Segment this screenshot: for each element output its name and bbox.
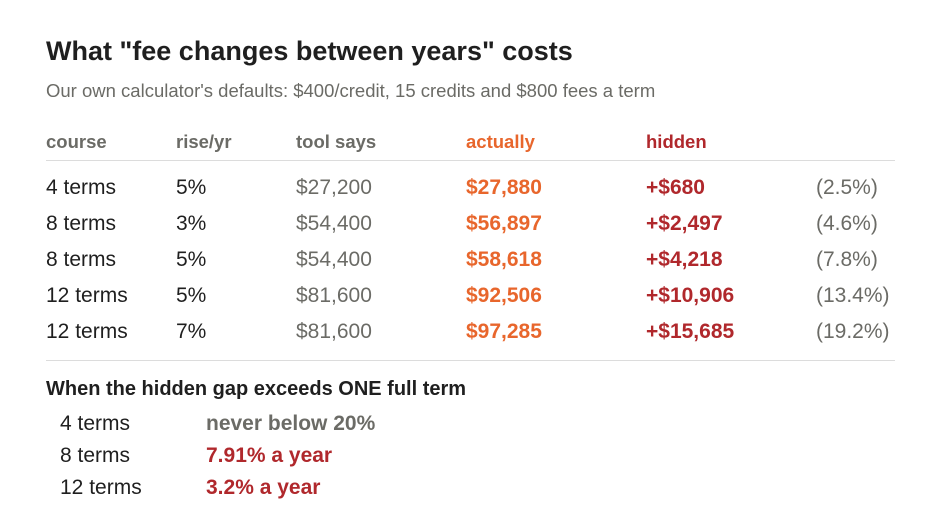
gap-threshold-value: 3.2% a year: [206, 476, 321, 499]
rise-cell: 7%: [176, 320, 207, 343]
table-row: 8 terms 5% $54,400 $58,618 +$4,218 (7.8%…: [46, 242, 895, 278]
table-header-row: course rise/yr tool says actually hidden: [46, 128, 895, 161]
actually-cell: $97,285: [466, 320, 542, 343]
tool-says-cell: $81,600: [296, 284, 372, 307]
actually-cell: $58,618: [466, 248, 542, 271]
tool-says-cell: $27,200: [296, 176, 372, 199]
gap-threshold-value: never below 20%: [206, 412, 376, 435]
column-header-tool-says: tool says: [296, 131, 377, 152]
column-header-hidden: hidden: [646, 131, 707, 152]
rise-cell: 5%: [176, 284, 207, 307]
actually-cell: $27,880: [466, 176, 542, 199]
hidden-percent-cell: (19.2%): [816, 320, 890, 343]
table-body: 4 terms 5% $27,200 $27,880 +$680 (2.5%) …: [46, 161, 895, 361]
gap-course-label: 4 terms: [60, 412, 131, 435]
tool-says-cell: $54,400: [296, 212, 372, 235]
gap-course-label: 8 terms: [60, 444, 131, 467]
hidden-percent-cell: (4.6%): [816, 212, 878, 235]
hidden-percent-cell: (13.4%): [816, 284, 890, 307]
course-cell: 4 terms: [46, 176, 117, 199]
table-row: 12 terms 7% $81,600 $97,285 +$15,685 (19…: [46, 314, 895, 350]
course-cell: 8 terms: [46, 212, 117, 235]
hidden-cell: +$2,497: [646, 212, 723, 235]
hidden-cell: +$15,685: [646, 320, 735, 343]
actually-cell: $56,897: [466, 212, 542, 235]
tool-says-cell: $81,600: [296, 320, 372, 343]
gap-list: 4 terms never below 20% 8 terms 7.91% a …: [60, 410, 460, 506]
column-header-course: course: [46, 131, 107, 152]
rise-cell: 5%: [176, 248, 207, 271]
gap-threshold-value: 7.91% a year: [206, 444, 333, 467]
rise-cell: 3%: [176, 212, 207, 235]
tool-says-cell: $54,400: [296, 248, 372, 271]
table-row: 8 terms 3% $54,400 $56,897 +$2,497 (4.6%…: [46, 206, 895, 242]
gap-section-title: When the hidden gap exceeds ONE full ter…: [46, 378, 467, 400]
table-row: 12 terms 5% $81,600 $92,506 +$10,906 (13…: [46, 278, 895, 314]
course-cell: 12 terms: [46, 320, 128, 343]
hidden-percent-cell: (7.8%): [816, 248, 878, 271]
list-item: 8 terms 7.91% a year: [60, 442, 460, 474]
hidden-percent-cell: (2.5%): [816, 176, 878, 199]
course-cell: 8 terms: [46, 248, 117, 271]
actually-cell: $92,506: [466, 284, 542, 307]
column-header-rise: rise/yr: [176, 131, 232, 152]
column-header-actually: actually: [466, 131, 535, 152]
list-item: 4 terms never below 20%: [60, 410, 460, 442]
page-subtitle: Our own calculator's defaults: $400/cred…: [46, 80, 656, 101]
rise-cell: 5%: [176, 176, 207, 199]
page-title: What "fee changes between years" costs: [46, 36, 573, 66]
hidden-cell: +$680: [646, 176, 705, 199]
gap-course-label: 12 terms: [60, 476, 142, 499]
hidden-cell: +$4,218: [646, 248, 723, 271]
hidden-cell: +$10,906: [646, 284, 735, 307]
list-item: 12 terms 3.2% a year: [60, 474, 460, 506]
course-cell: 12 terms: [46, 284, 128, 307]
table-row: 4 terms 5% $27,200 $27,880 +$680 (2.5%): [46, 170, 895, 206]
cost-table: course rise/yr tool says actually hidden…: [46, 128, 895, 361]
